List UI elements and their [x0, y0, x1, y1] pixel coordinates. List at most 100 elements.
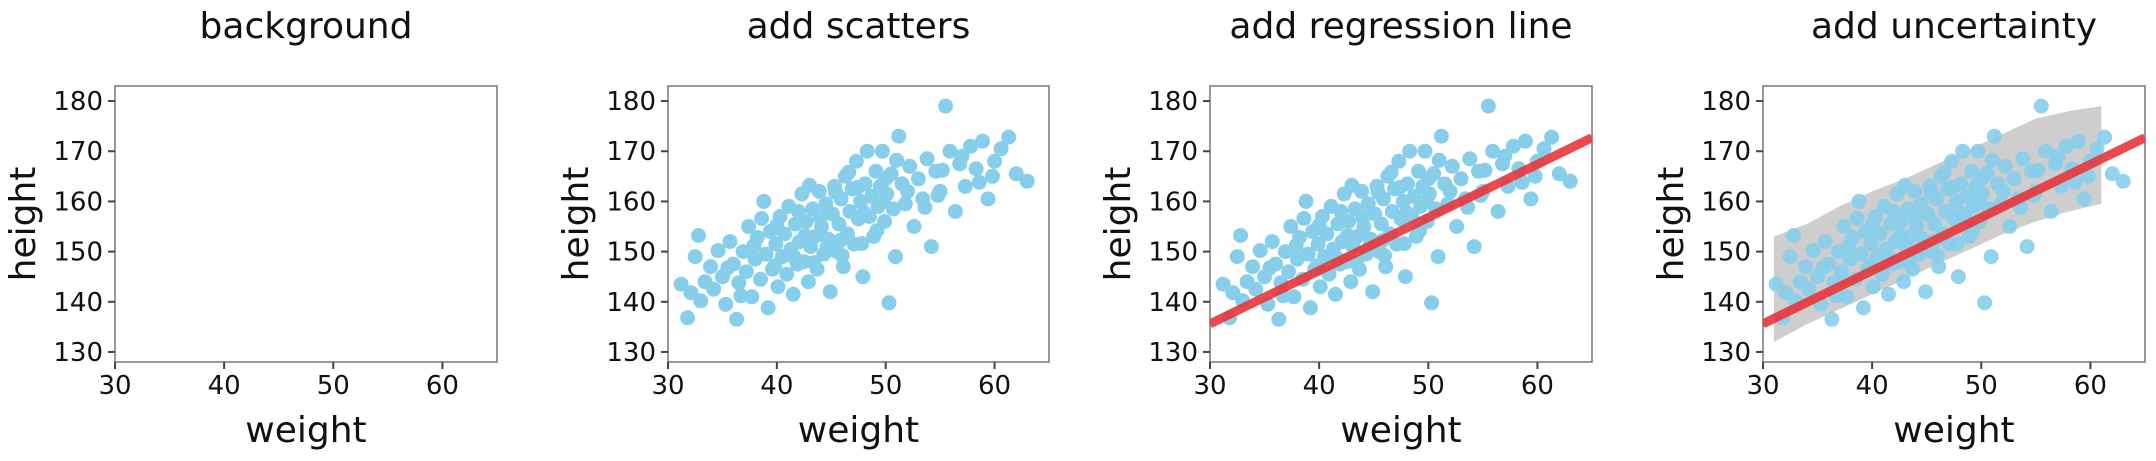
scatter-point: [1229, 249, 1245, 265]
scatter-point: [1786, 228, 1802, 243]
y-tick-label: 160: [53, 187, 103, 217]
scatter-point: [987, 153, 1003, 169]
scatter-point: [1798, 259, 1814, 275]
y-tick-label: 170: [1701, 137, 1751, 167]
scatter-point: [869, 223, 885, 238]
scatter-point: [934, 162, 950, 178]
scatter-point: [1841, 238, 1857, 254]
scatter-point: [2030, 162, 2046, 178]
scatter-point: [806, 255, 822, 271]
scatter-point: [947, 204, 963, 219]
x-tick-label: 30: [651, 371, 684, 401]
y-tick-label: 130: [1701, 338, 1751, 368]
scatter-point: [1019, 173, 1035, 189]
scatter-point: [1365, 284, 1381, 300]
scatter-point: [1296, 211, 1312, 226]
scatter-point: [1896, 274, 1912, 290]
scatter-point: [693, 293, 709, 309]
scatter-point: [1834, 264, 1850, 280]
y-tick-label: 130: [53, 338, 103, 368]
scatter-point: [1768, 276, 1784, 292]
scatter-point: [1442, 183, 1458, 199]
scatter-point: [2104, 166, 2120, 182]
chart-panel-2: 30 40 50 60 130 140 150 160 170 180 add scatters we…: [556, 6, 1050, 451]
scatter-point: [731, 275, 747, 291]
scatter-point: [2006, 171, 2022, 187]
scatter-point: [1392, 179, 1408, 195]
scatter-point: [1824, 311, 1840, 327]
scatter-point: [900, 183, 915, 199]
scatter-point: [744, 289, 760, 305]
scatter-point: [691, 228, 706, 243]
y-axis-label: height: [1651, 167, 1692, 282]
scatter-point: [1262, 260, 1278, 276]
x-tick-label: 50: [1965, 371, 1998, 401]
scatter-point: [1264, 234, 1280, 250]
scatter-point: [819, 240, 835, 256]
x-tick-label: 40: [208, 371, 241, 401]
scatter-point: [1283, 219, 1299, 234]
scatter-point: [2038, 143, 2054, 159]
scatter-point: [1983, 249, 1999, 265]
scatter-point: [802, 177, 817, 193]
scatter-point: [1453, 171, 1469, 187]
y-tick-label: 150: [1701, 238, 1751, 268]
scatter-point: [1281, 264, 1297, 280]
scatter-point: [1936, 164, 1952, 180]
x-tick-label: 50: [869, 371, 902, 401]
scatter-point: [1378, 259, 1394, 275]
scatter-point: [2019, 239, 2035, 255]
scatter-point: [881, 295, 897, 311]
scatter-point: [2076, 191, 2092, 207]
x-tick-label: 30: [1193, 371, 1226, 401]
scatter-point: [770, 279, 786, 295]
scatter-point: [706, 281, 722, 297]
scatter-point: [753, 271, 768, 287]
x-tick-label: 30: [98, 371, 131, 401]
scatter-point: [1863, 236, 1879, 252]
scatter-point: [841, 164, 857, 180]
scatter-point: [1918, 284, 1934, 300]
scatter-point: [2058, 138, 2074, 154]
scatter-point: [919, 151, 935, 167]
scatter-point: [1886, 204, 1902, 219]
scatter-point: [767, 258, 783, 274]
scatter-point: [797, 228, 813, 243]
scatter-point: [891, 128, 907, 144]
y-axis-label: height: [556, 167, 597, 282]
scatter-point: [1851, 193, 1867, 209]
scatter-point: [1782, 249, 1798, 265]
scatter-point: [1950, 269, 1966, 285]
y-tick-label: 160: [1148, 187, 1198, 217]
scatter-point: [2070, 133, 2086, 149]
scatter-point: [1849, 211, 1865, 226]
x-axis-label: weight: [1340, 410, 1461, 451]
scatter-point: [1945, 179, 1961, 195]
scatter-point: [897, 196, 913, 212]
scatter-point: [1245, 259, 1261, 275]
scatter-point: [746, 238, 762, 254]
scatter-point: [888, 249, 903, 265]
scatter-point: [1449, 219, 1465, 234]
scatter-point: [1333, 204, 1349, 219]
y-axis-label: height: [3, 167, 44, 282]
scatter-point: [957, 178, 973, 194]
scatter-point: [1817, 234, 1833, 250]
scatter-point: [1215, 276, 1231, 292]
scatter-point: [854, 236, 870, 252]
scatter-point: [1527, 168, 1543, 184]
scatter-point: [1252, 243, 1268, 259]
scatter-point: [828, 184, 844, 200]
scatter-point: [1383, 164, 1399, 180]
scatter-point: [2115, 173, 2131, 189]
scatter-point: [718, 296, 734, 312]
chart-panel-1: 30 40 50 60 130 140 150 160 170 180 background weig…: [3, 6, 498, 451]
scatter-point: [1855, 300, 1871, 316]
scatter-point: [1343, 274, 1359, 290]
x-tick-label: 50: [317, 371, 350, 401]
y-tick-label: 170: [1148, 137, 1198, 167]
scatter-point: [832, 233, 848, 249]
scatter-point: [1505, 138, 1521, 154]
y-tick-label: 140: [606, 288, 656, 318]
scatter-point: [1930, 248, 1946, 264]
